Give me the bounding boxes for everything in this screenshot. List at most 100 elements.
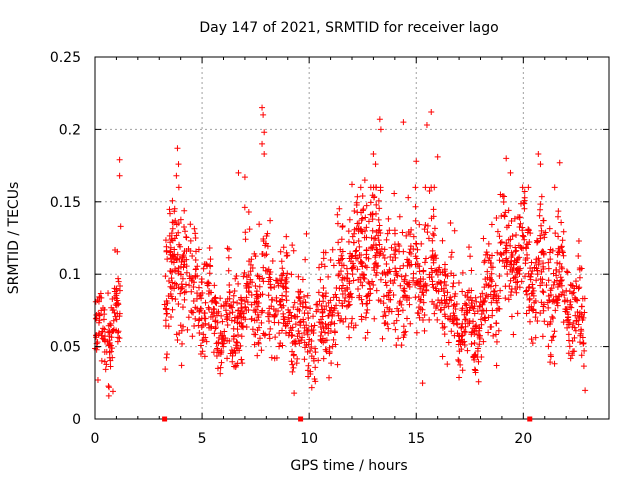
x-tick-labels: 0 5 10 15 20 <box>91 431 533 447</box>
data-point <box>170 219 177 226</box>
data-point <box>323 348 330 355</box>
data-point <box>437 279 444 286</box>
data-point <box>573 283 580 290</box>
data-point <box>181 207 188 214</box>
data-point <box>441 278 448 285</box>
data-point <box>507 169 514 176</box>
data-point <box>276 298 283 305</box>
data-point <box>451 227 458 234</box>
data-point <box>102 366 109 373</box>
data-point <box>441 331 448 338</box>
data-point <box>372 161 379 168</box>
data-point <box>235 280 242 287</box>
data-point <box>359 263 366 270</box>
data-point <box>444 289 451 296</box>
data-point <box>192 230 199 237</box>
data-point <box>508 286 515 293</box>
data-point <box>575 321 582 328</box>
data-point <box>191 323 198 330</box>
data-point <box>551 184 558 191</box>
data-point <box>248 315 255 322</box>
data-point <box>307 347 314 354</box>
data-point <box>260 264 267 271</box>
data-point <box>539 279 546 286</box>
data-point <box>576 339 583 346</box>
data-point <box>226 289 233 296</box>
data-point <box>439 320 446 327</box>
data-point <box>396 213 403 220</box>
gap-markers <box>162 416 533 422</box>
data-point <box>556 260 563 267</box>
data-point <box>245 208 252 215</box>
data-point <box>489 312 496 319</box>
data-point <box>351 230 358 237</box>
data-point <box>520 233 527 240</box>
data-point <box>345 228 352 235</box>
data-point <box>457 361 464 368</box>
data-point <box>189 253 196 260</box>
data-point <box>417 285 424 292</box>
data-point <box>271 284 278 291</box>
data-point <box>240 310 247 317</box>
data-point <box>565 314 572 321</box>
data-point <box>259 275 266 282</box>
data-point <box>354 220 361 227</box>
data-point <box>228 302 235 309</box>
data-point <box>496 272 503 279</box>
data-point <box>288 271 295 278</box>
data-point <box>575 314 582 321</box>
data-point <box>335 312 342 319</box>
data-point <box>379 335 386 342</box>
data-point <box>194 290 201 297</box>
data-point <box>193 248 200 255</box>
data-point <box>261 129 268 136</box>
data-point <box>245 307 252 314</box>
data-point <box>178 259 185 266</box>
data-point <box>572 278 579 285</box>
data-point <box>253 317 260 324</box>
data-point <box>383 261 390 268</box>
data-point <box>554 259 561 266</box>
data-point <box>220 302 227 309</box>
data-point <box>345 323 352 330</box>
data-point <box>242 236 249 243</box>
data-point <box>480 338 487 345</box>
data-point <box>476 341 483 348</box>
data-point <box>373 246 380 253</box>
data-point <box>410 233 417 240</box>
data-point <box>371 235 377 242</box>
data-point <box>327 297 334 304</box>
data-point <box>526 295 533 302</box>
data-point <box>546 225 553 232</box>
data-point <box>502 295 509 302</box>
data-point <box>431 225 438 232</box>
data-point <box>279 327 286 334</box>
data-point <box>566 319 573 326</box>
data-point <box>497 250 504 257</box>
data-point <box>330 262 337 269</box>
data-point <box>478 311 485 318</box>
data-point <box>187 237 194 244</box>
data-point <box>529 281 536 288</box>
data-point <box>234 360 241 367</box>
data-point <box>253 299 260 306</box>
data-point <box>373 229 380 236</box>
data-point <box>107 322 114 329</box>
data-point <box>477 293 484 300</box>
data-point <box>423 287 430 294</box>
data-point <box>569 348 576 355</box>
data-point <box>459 269 466 276</box>
data-point <box>542 229 549 236</box>
data-point <box>416 221 423 228</box>
data-point <box>403 232 410 239</box>
data-point <box>526 238 533 245</box>
data-point <box>213 300 220 307</box>
data-point <box>234 326 241 333</box>
data-point <box>109 345 116 352</box>
data-point <box>336 297 343 304</box>
data-point <box>500 198 507 205</box>
data-point <box>505 207 512 214</box>
data-point <box>548 285 555 292</box>
data-point <box>175 229 182 236</box>
data-point <box>234 299 241 306</box>
